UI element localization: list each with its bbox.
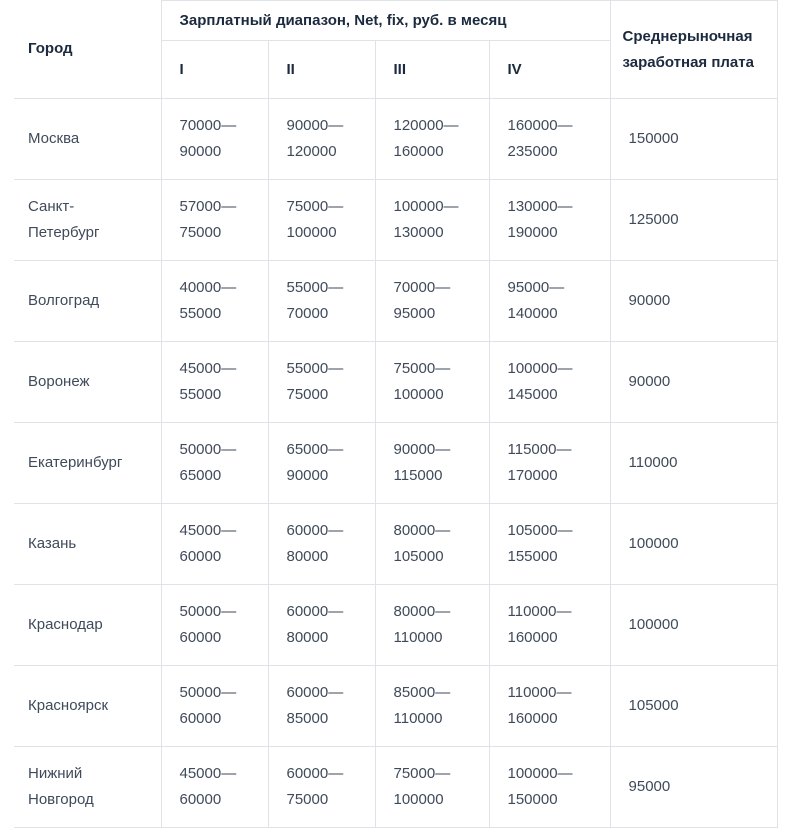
range-cell-quartile-4: 130000— 190000: [488, 179, 611, 261]
average-salary-cell: 90000: [609, 341, 778, 423]
city-cell: Казань: [14, 503, 162, 585]
range-cell-quartile-3: 75000— 100000: [374, 341, 490, 423]
table-row: Екатеринбург 50000— 65000 65000— 90000 9…: [14, 422, 778, 504]
average-salary-cell: 150000: [609, 98, 778, 180]
table-row: Казань 45000— 60000 60000— 80000 80000— …: [14, 503, 778, 585]
range-cell-quartile-2: 60000— 80000: [267, 503, 376, 585]
average-salary-cell: 110000: [609, 422, 778, 504]
column-header-quartile-4: IV: [488, 40, 611, 99]
range-cell-quartile-3: 120000— 160000: [374, 98, 490, 180]
column-header-average-salary: Среднерыночная заработная плата: [609, 0, 778, 99]
range-cell-quartile-3: 80000— 105000: [374, 503, 490, 585]
range-cell-quartile-2: 75000— 100000: [267, 179, 376, 261]
range-cell-quartile-1: 50000— 60000: [160, 665, 269, 747]
range-cell-quartile-1: 70000— 90000: [160, 98, 269, 180]
range-cell-quartile-4: 95000— 140000: [488, 260, 611, 342]
table-row: Воронеж 45000— 55000 55000— 75000 75000—…: [14, 341, 778, 423]
range-cell-quartile-3: 100000— 130000: [374, 179, 490, 261]
range-cell-quartile-2: 60000— 85000: [267, 665, 376, 747]
table-body: Москва 70000— 90000 90000— 120000 120000…: [14, 98, 778, 828]
city-cell: Воронеж: [14, 341, 162, 423]
city-cell: Санкт- Петербург: [14, 179, 162, 261]
city-cell: Красноярск: [14, 665, 162, 747]
range-cell-quartile-4: 105000— 155000: [488, 503, 611, 585]
header-row-group: Город Зарплатный диапазон, Net, fix, руб…: [14, 0, 778, 99]
range-cell-quartile-2: 60000— 75000: [267, 746, 376, 828]
range-cell-quartile-3: 90000— 115000: [374, 422, 490, 504]
range-cell-quartile-1: 50000— 65000: [160, 422, 269, 504]
range-cell-quartile-2: 90000— 120000: [267, 98, 376, 180]
city-cell: Краснодар: [14, 584, 162, 666]
range-cell-quartile-1: 40000— 55000: [160, 260, 269, 342]
table-row: Красноярск 50000— 60000 60000— 85000 850…: [14, 665, 778, 747]
table-row: Санкт- Петербург 57000— 75000 75000— 100…: [14, 179, 778, 261]
range-cell-quartile-1: 50000— 60000: [160, 584, 269, 666]
table-row: Москва 70000— 90000 90000— 120000 120000…: [14, 98, 778, 180]
salary-table: Город Зарплатный диапазон, Net, fix, руб…: [14, 0, 778, 828]
table-row: Волгоград 40000— 55000 55000— 70000 7000…: [14, 260, 778, 342]
range-cell-quartile-4: 160000— 235000: [488, 98, 611, 180]
city-cell: Нижний Новгород: [14, 746, 162, 828]
header-row-quartiles: I II III IV: [14, 40, 777, 99]
column-header-quartile-1: I: [160, 40, 269, 99]
column-header-quartile-3: III: [374, 40, 490, 99]
range-cell-quartile-1: 45000— 60000: [160, 746, 269, 828]
table-row: Нижний Новгород 45000— 60000 60000— 7500…: [14, 746, 778, 828]
range-cell-quartile-4: 110000— 160000: [488, 584, 611, 666]
range-cell-quartile-3: 70000— 95000: [374, 260, 490, 342]
table-row: Краснодар 50000— 60000 60000— 80000 8000…: [14, 584, 778, 666]
average-salary-cell: 125000: [609, 179, 778, 261]
average-salary-cell: 95000: [609, 746, 778, 828]
range-cell-quartile-4: 115000— 170000: [488, 422, 611, 504]
range-cell-quartile-2: 55000— 70000: [267, 260, 376, 342]
range-cell-quartile-4: 100000— 150000: [488, 746, 611, 828]
city-cell: Москва: [14, 98, 162, 180]
table-header: Город Зарплатный диапазон, Net, fix, руб…: [14, 0, 778, 99]
average-salary-cell: 105000: [609, 665, 778, 747]
range-cell-quartile-1: 57000— 75000: [160, 179, 269, 261]
column-header-salary-range-group: Зарплатный диапазон, Net, fix, руб. в ме…: [160, 0, 611, 41]
range-cell-quartile-1: 45000— 60000: [160, 503, 269, 585]
range-cell-quartile-3: 80000— 110000: [374, 584, 490, 666]
average-salary-cell: 100000: [609, 503, 778, 585]
range-cell-quartile-4: 100000— 145000: [488, 341, 611, 423]
range-cell-quartile-2: 65000— 90000: [267, 422, 376, 504]
city-cell: Волгоград: [14, 260, 162, 342]
average-salary-cell: 90000: [609, 260, 778, 342]
column-header-city: Город: [14, 0, 162, 99]
range-cell-quartile-4: 110000— 160000: [488, 665, 611, 747]
range-cell-quartile-2: 55000— 75000: [267, 341, 376, 423]
column-header-quartile-2: II: [267, 40, 376, 99]
city-cell: Екатеринбург: [14, 422, 162, 504]
range-cell-quartile-3: 75000— 100000: [374, 746, 490, 828]
range-cell-quartile-2: 60000— 80000: [267, 584, 376, 666]
average-salary-cell: 100000: [609, 584, 778, 666]
range-cell-quartile-1: 45000— 55000: [160, 341, 269, 423]
range-cell-quartile-3: 85000— 110000: [374, 665, 490, 747]
